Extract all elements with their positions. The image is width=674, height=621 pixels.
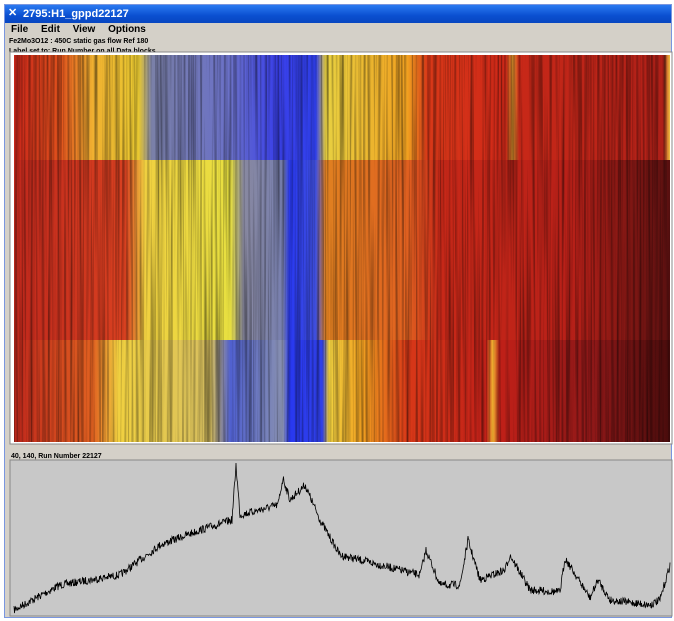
plots: [0, 0, 674, 621]
heatmap-texture: [14, 55, 670, 442]
spectrum-panel: [10, 460, 672, 616]
